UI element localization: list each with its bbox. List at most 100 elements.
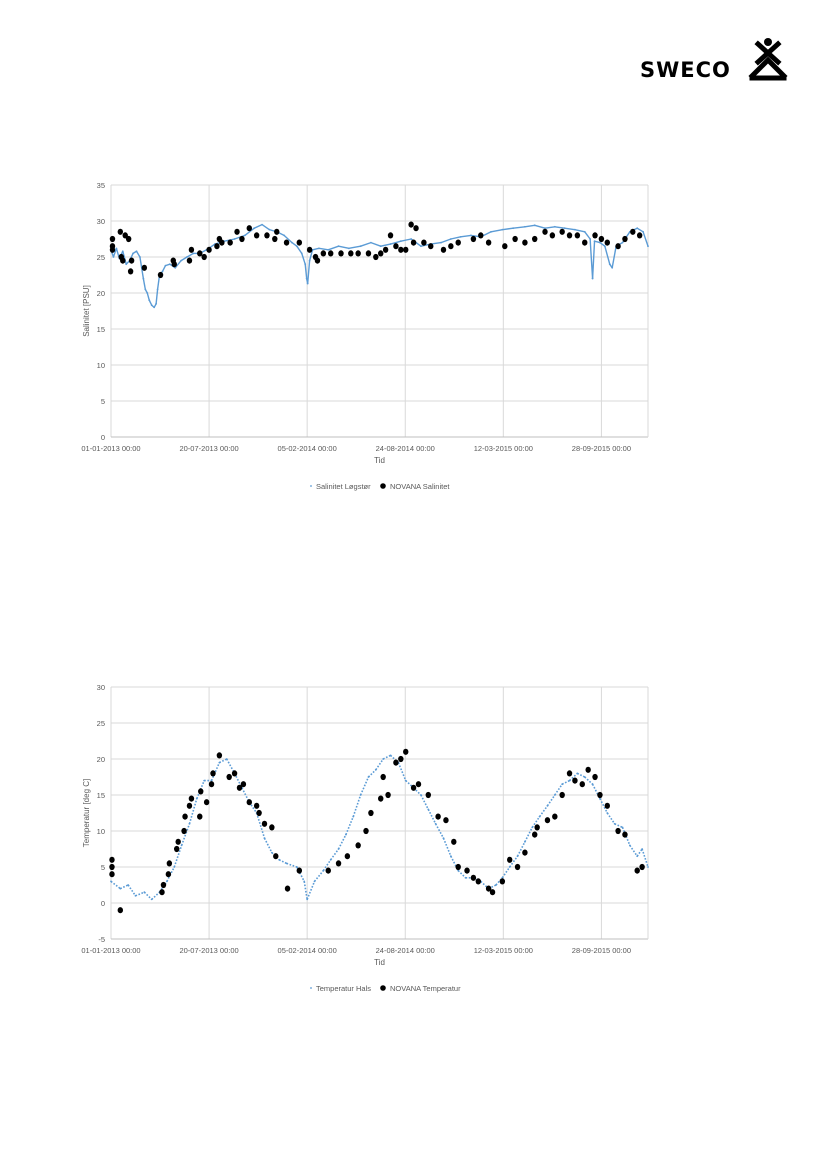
data-point xyxy=(615,243,621,250)
data-point xyxy=(115,247,118,250)
data-point xyxy=(283,239,290,246)
data-point xyxy=(470,874,477,881)
data-point xyxy=(206,246,212,253)
data-point xyxy=(524,840,526,843)
data-point xyxy=(246,225,252,232)
data-point xyxy=(181,827,187,835)
data-point xyxy=(210,770,216,777)
data-segment xyxy=(380,243,391,247)
data-point xyxy=(393,759,399,766)
data-point xyxy=(611,266,614,269)
data-segment xyxy=(564,227,576,231)
data-point xyxy=(574,232,581,239)
data-point xyxy=(308,259,311,262)
data-segment xyxy=(427,809,437,825)
data-segment xyxy=(513,226,525,229)
data-segment xyxy=(614,823,623,829)
data-segment xyxy=(440,238,452,244)
data-point xyxy=(385,791,391,799)
data-point xyxy=(608,263,611,266)
data-point xyxy=(568,779,571,782)
data-segment xyxy=(142,278,147,290)
legend-label-1: NOVANA Temperatur xyxy=(390,984,461,993)
data-point xyxy=(399,240,402,243)
data-point xyxy=(544,227,546,230)
series-1 xyxy=(109,748,645,914)
data-point xyxy=(514,863,521,871)
data-point xyxy=(533,224,536,227)
data-point xyxy=(296,239,303,246)
data-point xyxy=(218,761,221,764)
data-point xyxy=(264,232,270,239)
data-point xyxy=(313,880,316,883)
data-segment xyxy=(119,884,129,890)
data-segment xyxy=(352,794,362,817)
data-point xyxy=(428,243,434,250)
data-point xyxy=(144,288,147,291)
data-segment xyxy=(127,884,137,897)
data-point xyxy=(442,837,445,840)
data-segment xyxy=(360,241,372,247)
data-point xyxy=(109,871,115,878)
data-point xyxy=(628,844,631,847)
data-point xyxy=(268,228,271,231)
data-point xyxy=(256,809,262,817)
data-point xyxy=(201,253,207,261)
data-point xyxy=(295,245,298,248)
data-point xyxy=(464,876,467,879)
data-segment xyxy=(348,245,361,250)
data-point xyxy=(604,239,610,246)
data-point xyxy=(125,235,132,243)
data-segment xyxy=(322,859,332,872)
data-segment xyxy=(591,241,596,279)
y-tick-label: 35 xyxy=(97,181,105,190)
data-segment xyxy=(253,223,263,229)
data-segment xyxy=(574,228,585,233)
data-segment xyxy=(531,816,541,828)
data-point xyxy=(203,779,206,782)
data-point xyxy=(365,250,372,257)
data-point xyxy=(359,245,362,248)
data-point xyxy=(606,812,609,814)
data-segment xyxy=(328,245,339,251)
data-point xyxy=(347,247,350,250)
data-point xyxy=(121,250,124,253)
data-point xyxy=(549,232,556,239)
data-point xyxy=(455,863,461,871)
data-segment xyxy=(400,238,412,242)
data-segment xyxy=(370,241,381,247)
data-segment xyxy=(534,224,546,229)
data-point xyxy=(325,867,331,874)
data-segment xyxy=(148,299,153,306)
data-point xyxy=(404,779,407,782)
legend-swatch-0 xyxy=(310,485,312,487)
data-point xyxy=(318,247,320,250)
data-point xyxy=(352,815,355,818)
data-segment xyxy=(166,866,175,882)
data-point xyxy=(173,866,176,868)
data-point xyxy=(459,235,462,238)
data-point xyxy=(393,243,399,250)
y-tick-label: 15 xyxy=(97,325,105,334)
data-segment xyxy=(301,253,306,265)
data-segment xyxy=(501,866,511,879)
y-tick-label: 30 xyxy=(97,217,105,226)
data-point xyxy=(195,797,198,800)
logo-text: SWECO xyxy=(640,58,731,82)
data-point xyxy=(253,232,260,239)
x-tick-label: 24-08-2014 00:00 xyxy=(376,444,435,453)
data-point xyxy=(451,838,457,845)
data-point xyxy=(485,885,492,892)
data-point xyxy=(603,245,606,248)
data-point xyxy=(389,243,392,245)
data-segment xyxy=(636,848,643,857)
data-segment xyxy=(599,242,606,247)
x-axis-title: Tid xyxy=(374,456,385,465)
data-point xyxy=(563,227,566,230)
series-0 xyxy=(110,754,649,901)
data-point xyxy=(502,243,508,250)
data-point xyxy=(335,860,342,867)
data-point xyxy=(522,239,528,246)
data-segment xyxy=(430,241,442,245)
data-point xyxy=(443,817,449,824)
